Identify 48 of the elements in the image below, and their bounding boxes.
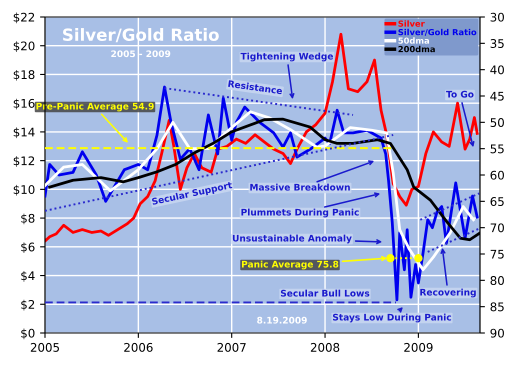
y2-tick-label: 50 [490, 118, 504, 127]
y2-tick-label: 70 [490, 223, 504, 232]
annotation: To Go [446, 90, 474, 98]
y-tick-label: $20 [14, 41, 34, 52]
y2-tick-label: 75 [490, 250, 504, 259]
x-tick-label: 2005 [30, 342, 59, 352]
annotation: Stays Low During Panic [332, 314, 452, 322]
legend-label: Silver [398, 20, 425, 27]
annotation: Unsustainable Anomaly [232, 234, 352, 244]
y-tick-label: $2 [21, 300, 34, 310]
annotation: Secular Support [152, 181, 233, 207]
x-tick-label: 2006 [124, 342, 153, 352]
x-tick-label: 2008 [310, 342, 340, 352]
annotation: Recovering [420, 288, 476, 298]
y2-tick-label: 55 [490, 144, 504, 154]
x-tick-label: 2007 [218, 342, 246, 352]
legend-label: Silver/Gold Ratio [398, 28, 476, 36]
y-tick-label: $4 [21, 271, 35, 282]
y2-tick-label: 45 [490, 92, 504, 101]
y-tick-label: $6 [21, 242, 35, 254]
annotation: Massive Breakdown [250, 184, 350, 191]
legend-label: 50dma [398, 37, 430, 44]
y2-tick-label: 90 [490, 328, 504, 338]
y-tick-label: $22 [14, 12, 34, 24]
legend-label: 200dma [398, 46, 435, 52]
y-tick-label: $8 [21, 214, 34, 224]
y2-tick-label: 40 [490, 65, 504, 74]
annotation: Panic Average 75.8 [242, 260, 338, 270]
y-tick-label: $12 [14, 156, 34, 167]
y2-tick-label: 60 [490, 170, 504, 180]
annotation: Secular Bull Lows [280, 290, 370, 297]
y2-tick-label: 85 [490, 302, 504, 312]
text: 2005 - 2009 [111, 50, 170, 58]
y2-tick-label: 80 [490, 276, 504, 285]
y-tick-label: $18 [14, 70, 34, 81]
y2-tick-label: 65 [490, 197, 504, 206]
x-tick-label: 2009 [404, 342, 433, 352]
y2-tick-label: 35 [490, 39, 504, 48]
annotation: Resistance [228, 80, 283, 94]
y-tick-label: $10 [14, 184, 34, 196]
y2-tick-label: 30 [490, 12, 504, 22]
y-tick-label: $16 [14, 98, 35, 110]
annotation: 8.19.2009 [257, 316, 307, 324]
annotation: Pre-Panic Average 54.9 [36, 102, 154, 112]
annotation: Plummets During Panic [241, 208, 359, 218]
annotation: Tightening Wedge [240, 52, 334, 62]
y-tick-label: $14 [14, 127, 35, 138]
y-tick-label: $0 [21, 328, 34, 340]
